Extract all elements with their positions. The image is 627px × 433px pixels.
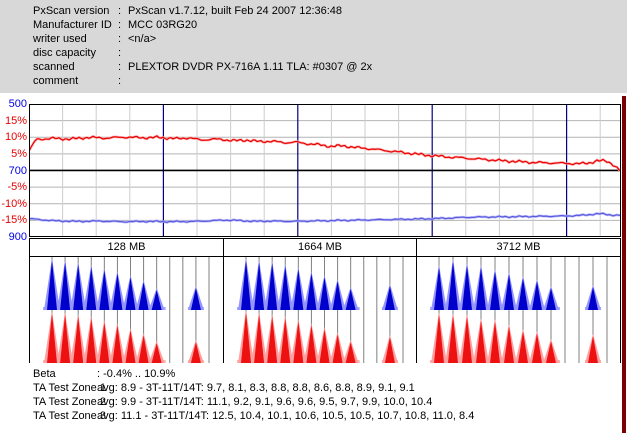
field-label: writer used bbox=[33, 33, 87, 45]
ta-zone2-result-row: TA Test Zone 2 avg: 9.9 - 3T-11T/14T: 11.… bbox=[0, 395, 620, 409]
y-axis-label: -10% bbox=[1, 197, 27, 210]
field-value: <n/a> bbox=[128, 33, 157, 45]
field-colon: : bbox=[118, 33, 122, 45]
result-value: avg: 9.9 - 3T-11T/14T: 11.1, 9.2, 9.1, 9… bbox=[97, 396, 433, 408]
y-axis-label: 500 bbox=[8, 98, 27, 110]
field-label: disc capacity bbox=[33, 47, 96, 59]
results-footer: Beta: -0.4% .. 10.9% TA Test Zone 1 avg: … bbox=[0, 367, 620, 423]
field-label: PxScan version bbox=[33, 5, 110, 17]
y-axis-label: -5% bbox=[7, 181, 27, 194]
y-axis-label: 900 bbox=[8, 231, 27, 243]
beta-result-row: Beta : -0.4% .. 10.9% bbox=[0, 367, 620, 381]
field-colon: : bbox=[118, 5, 122, 17]
field-value bbox=[128, 46, 627, 60]
scan-info-header: PxScan version: PxScan v1.7.12, built Feb… bbox=[0, 0, 627, 93]
beta-chart bbox=[27, 104, 622, 237]
info-row-scanned: scanned: PLEXTOR DVDR PX-716A 1.11 TLA: #… bbox=[0, 60, 627, 74]
ta-zone-histogram bbox=[237, 257, 404, 363]
ta-zone-label: 3712 MB bbox=[416, 238, 621, 257]
result-value: avg: 8.9 - 3T-11T/14T: 9.7, 8.1, 8.3, 8.… bbox=[97, 382, 415, 394]
info-row-writer: writer used: <n/a> bbox=[0, 32, 627, 46]
field-label: Manufacturer ID bbox=[33, 19, 112, 31]
result-label: TA Test Zone 3 bbox=[33, 410, 106, 422]
y-axis-label: 700 bbox=[8, 164, 27, 177]
result-label: Beta bbox=[33, 368, 56, 380]
info-row-version: PxScan version: PxScan v1.7.12, built Feb… bbox=[0, 4, 627, 18]
info-row-comment: comment: bbox=[0, 74, 627, 88]
ta-zone-label: 1664 MB bbox=[223, 238, 416, 257]
ta-zone1-result-row: TA Test Zone 1 avg: 8.9 - 3T-11T/14T: 9.7… bbox=[0, 381, 620, 395]
ta-zone-label: 128 MB bbox=[29, 238, 223, 257]
result-value: : -0.4% .. 10.9% bbox=[97, 368, 176, 380]
ta-zone-panel bbox=[223, 257, 416, 363]
ta-zone-panel bbox=[29, 257, 223, 363]
beta-chart-canvas bbox=[27, 104, 622, 237]
field-label: comment bbox=[33, 75, 79, 87]
result-label: TA Test Zone 2 bbox=[33, 396, 106, 408]
field-colon: : bbox=[118, 75, 122, 87]
ta-histogram-panels bbox=[29, 257, 621, 363]
y-axis-label: -15% bbox=[1, 214, 27, 227]
ta-zone3-result-row: TA Test Zone 3 avg: 11.1 - 3T-11T/14T: 12… bbox=[0, 409, 620, 423]
field-colon: : bbox=[118, 47, 122, 59]
info-row-capacity: disc capacity: bbox=[0, 46, 627, 60]
ta-zone-histogram bbox=[430, 257, 608, 363]
field-value bbox=[128, 74, 627, 88]
field-value: PLEXTOR DVDR PX-716A 1.11 TLA: #0307 @ 2… bbox=[128, 61, 373, 73]
field-value: MCC 03RG20 bbox=[128, 19, 198, 31]
field-colon: : bbox=[118, 19, 122, 31]
result-value: avg: 11.1 - 3T-11T/14T: 12.5, 10.4, 10.1… bbox=[97, 410, 475, 422]
info-row-manufacturer: Manufacturer ID: MCC 03RG20 bbox=[0, 18, 627, 32]
result-label: TA Test Zone 1 bbox=[33, 382, 106, 394]
window-right-border bbox=[622, 96, 626, 433]
field-value: PxScan v1.7.12, built Feb 24 2007 12:36:… bbox=[128, 5, 343, 17]
ta-zone-histogram bbox=[43, 257, 210, 363]
ta-zone-label-band: 128 MB 1664 MB 3712 MB bbox=[29, 238, 621, 257]
field-colon: : bbox=[118, 61, 122, 73]
y-axis-label: 10% bbox=[4, 131, 27, 144]
field-label: scanned bbox=[33, 61, 75, 73]
y-axis-label: 5% bbox=[11, 147, 27, 160]
ta-zone-panel bbox=[416, 257, 621, 363]
y-axis-label: 15% bbox=[4, 114, 27, 127]
